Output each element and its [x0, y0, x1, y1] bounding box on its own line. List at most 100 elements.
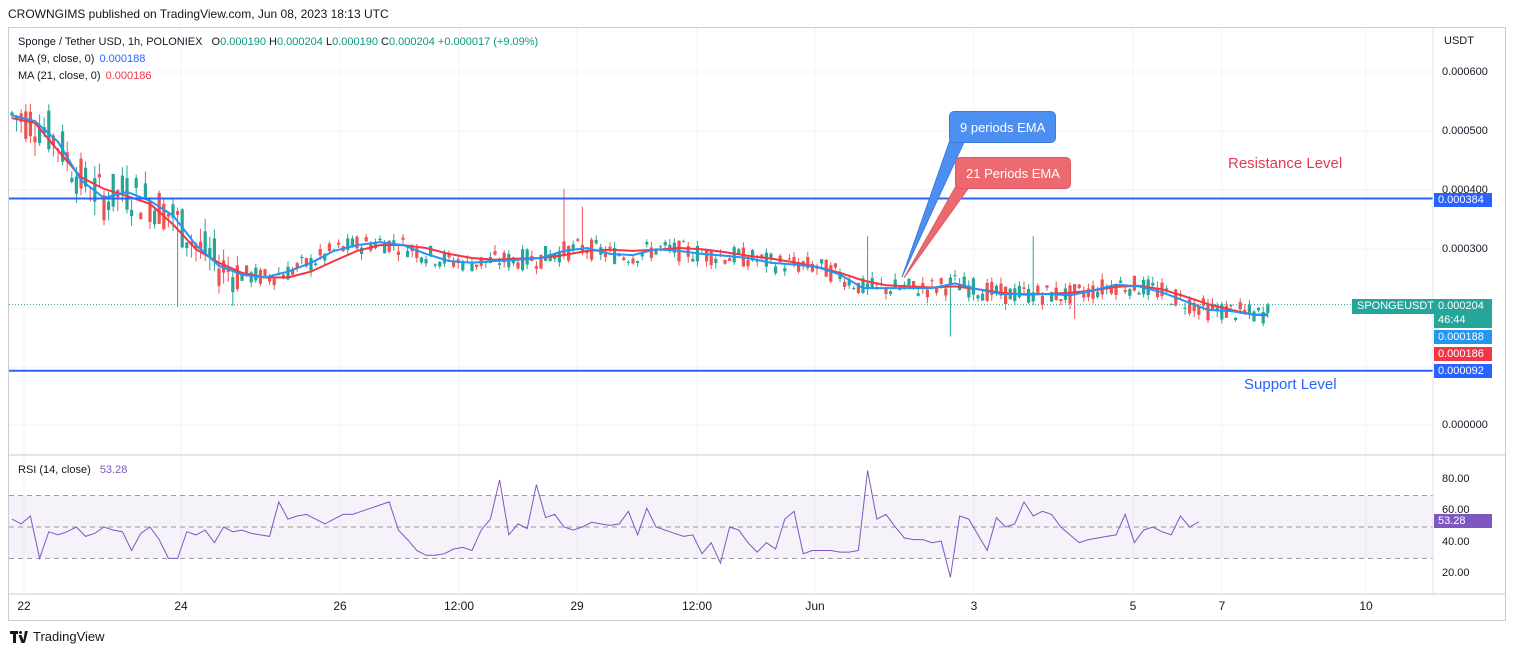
candle-body [1165, 288, 1169, 290]
candle-body [631, 258, 635, 264]
low-label: L [325, 36, 333, 48]
candle-body [953, 275, 957, 277]
candle-body [774, 266, 778, 274]
resistance-price-tag: 0.000384 [1434, 193, 1492, 207]
candle-body [925, 289, 929, 298]
candle-body [1192, 303, 1196, 312]
candle-body [424, 259, 428, 264]
candle-body [350, 238, 354, 248]
footer-brand-text: TradingView [33, 629, 105, 644]
candle-body [1206, 303, 1210, 321]
candle-body [1211, 303, 1215, 310]
candle-body [1238, 302, 1242, 310]
candle-body [1027, 288, 1031, 303]
candle-body [15, 116, 19, 120]
ema21-callout[interactable]: 21 Periods EMA [955, 157, 1071, 189]
resistance-level-label[interactable]: Resistance Level [1228, 155, 1343, 172]
high-value: 0.000204 [276, 36, 323, 48]
candle-body [967, 285, 971, 298]
bar-countdown: 46:44 [1438, 314, 1466, 326]
open-value: 0.000190 [220, 36, 266, 48]
candle-body [97, 174, 101, 178]
candle-body [1040, 295, 1044, 305]
ma9-line [11, 114, 1268, 316]
candle-body [373, 242, 377, 249]
ma9-value: 0.000188 [99, 53, 146, 65]
candle-body [166, 213, 170, 217]
candle-body [1059, 299, 1063, 301]
candle-body [792, 256, 796, 265]
support-price-tag: 0.000092 [1434, 364, 1492, 378]
candle-body [148, 201, 152, 222]
candle-body [143, 183, 147, 198]
candle-body [1109, 285, 1113, 294]
candle-body [1252, 311, 1256, 322]
candle-body [603, 251, 607, 258]
moving-average-lines [9, 114, 1433, 317]
rsi-legend[interactable]: RSI (14, close) 53.28 [18, 464, 127, 476]
candle-body [1169, 304, 1173, 306]
candlestick-series [10, 103, 1270, 337]
candle-body [916, 293, 920, 296]
candle-body [300, 256, 304, 259]
tradingview-logo-icon [10, 630, 28, 643]
candle-body [1155, 287, 1159, 297]
time-label: 12:00 [681, 599, 713, 613]
candle-body [930, 280, 934, 282]
rsi-tick: 20.00 [1442, 567, 1470, 579]
time-label: 10 [1359, 599, 1373, 613]
candle-body [452, 262, 456, 267]
candle-body [125, 178, 129, 210]
ma21-price-tag: 0.000186 [1434, 347, 1492, 361]
candle-body [498, 263, 502, 265]
candle-body [682, 241, 686, 243]
ma21-label: MA (21, close, 0) [18, 70, 101, 82]
candle-body [636, 261, 640, 264]
candle-body [28, 111, 32, 137]
candle-body [111, 173, 115, 207]
candle-body [268, 276, 272, 282]
rsi-tick: 60.00 [1442, 504, 1470, 516]
candle-body [649, 247, 653, 258]
candle-body [1234, 317, 1238, 321]
ma21-legend[interactable]: MA (21, close, 0) 0.000186 [18, 70, 152, 82]
candle-body [843, 281, 847, 287]
candle-body [493, 251, 497, 255]
ema9-callout[interactable]: 9 periods EMA [949, 111, 1057, 143]
candle-body [383, 242, 387, 254]
publisher-caption: CROWNGIMS published on TradingView.com, … [8, 7, 389, 21]
candle-body [107, 201, 111, 211]
candle-body [1229, 304, 1233, 307]
candle-body [1017, 285, 1021, 298]
footer-brand[interactable]: TradingView [10, 629, 105, 644]
support-level-label[interactable]: Support Level [1244, 376, 1337, 393]
candle-body [1137, 292, 1141, 295]
ma9-legend[interactable]: MA (9, close, 0) 0.000188 [18, 53, 145, 65]
candle-body [1247, 304, 1251, 313]
candle-body [134, 178, 138, 188]
candle-body [1096, 291, 1100, 298]
candle-body [907, 278, 911, 286]
candle-body [608, 246, 612, 249]
last-price-value: 0.000204 [1438, 300, 1484, 312]
price-axis-unit: USDT [1444, 35, 1474, 47]
candle-body [981, 293, 985, 301]
price-tick: 0.000300 [1442, 243, 1488, 255]
price-tick: 0.000000 [1442, 419, 1488, 431]
candle-body [291, 269, 295, 275]
candle-body [470, 263, 474, 272]
candle-body [999, 283, 1003, 296]
candle-body [622, 257, 626, 260]
candle-body [254, 267, 258, 281]
ma21-line [11, 117, 1268, 317]
candle-body [360, 247, 364, 254]
ma21-value: 0.000186 [105, 70, 152, 82]
candle-body [235, 265, 239, 290]
candle-body [944, 288, 948, 296]
close-value: 0.000204 [388, 36, 435, 48]
candle-body [810, 263, 814, 272]
rsi-label: RSI (14, close) [18, 464, 91, 476]
candle-body [705, 249, 709, 262]
main-legend[interactable]: Sponge / Tether USD, 1h, POLONIEX O0.000… [18, 36, 538, 48]
